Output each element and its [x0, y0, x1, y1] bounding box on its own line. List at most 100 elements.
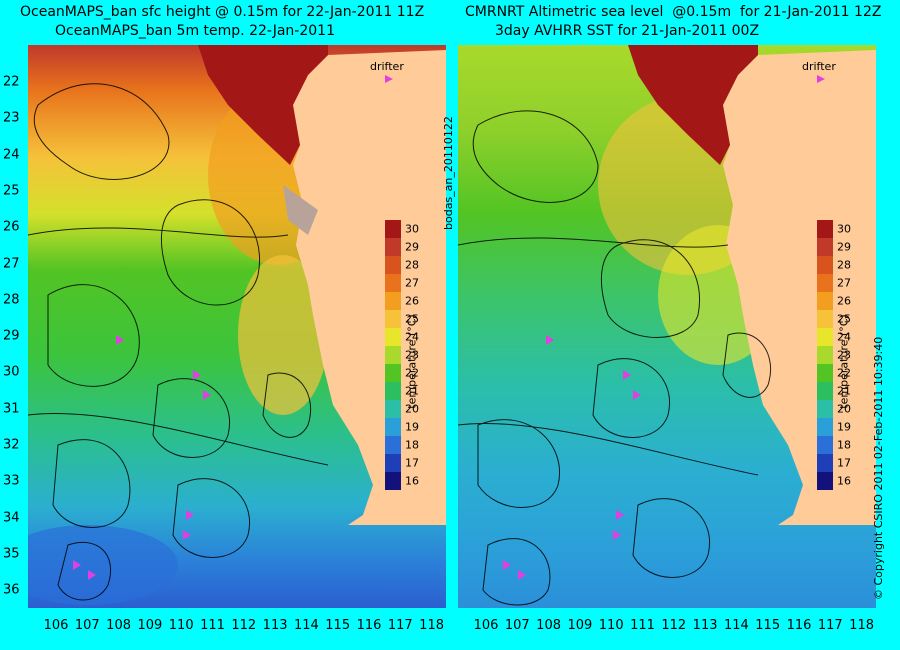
colorbar-swatch [817, 454, 833, 472]
colorbar-tick-label: 17 [405, 456, 419, 470]
colorbar-swatch [385, 436, 401, 454]
colorbar-tick-label: 23 [405, 348, 419, 362]
colorbar-swatch [817, 256, 833, 274]
longitude-label: 110 [598, 618, 624, 633]
right-map [458, 45, 876, 608]
drifter-legend-left: drifter [370, 60, 404, 73]
colorbar-swatch [385, 292, 401, 310]
colorbar-tick-label: 18 [837, 438, 851, 452]
colorbar-swatch [817, 400, 833, 418]
colorbar-swatch [385, 364, 401, 382]
colorbar-swatch [385, 274, 401, 292]
longitude-label: 118 [849, 618, 875, 633]
longitude-label: 118 [419, 618, 445, 633]
land [458, 45, 876, 608]
hot-land-surface [628, 45, 758, 165]
colorbar-tick-label: 19 [837, 420, 851, 434]
longitude-label: 116 [356, 618, 382, 633]
colorbar-tick-label: 19 [405, 420, 419, 434]
longitude-label: 117 [817, 618, 843, 633]
right-title-line2: 3day AVHRR SST for 21-Jan-2011 00Z [495, 23, 760, 39]
run-label: bodas_an_20110122 [442, 116, 455, 230]
latitude-label: 28 [3, 292, 20, 308]
longitude-label: 115 [325, 618, 351, 633]
right-title-line1: CMRNRT Altimetric sea level @0.15m for 2… [465, 4, 882, 20]
colorbar-swatch [385, 220, 401, 238]
latitude-label: 22 [3, 74, 20, 90]
longitude-label: 108 [536, 618, 562, 633]
left-map [28, 45, 446, 608]
longitude-label: 109 [137, 618, 163, 633]
colorbar-swatch [817, 436, 833, 454]
colorbar-tick-label: 28 [405, 258, 419, 272]
drifter-legend-arrow-right [817, 75, 825, 83]
longitude-label: 117 [387, 618, 413, 633]
colorbar-tick-label: 22 [405, 366, 419, 380]
colorbar-tick-label: 21 [837, 384, 851, 398]
colorbar-swatch [385, 454, 401, 472]
latitude-label: 27 [3, 256, 20, 271]
latitude-label: 31 [3, 401, 20, 417]
colorbar-tick-label: 30 [405, 222, 419, 236]
colorbar-tick-label: 30 [837, 222, 851, 236]
colorbar-swatch [817, 418, 833, 436]
longitude-label: 114 [723, 618, 749, 633]
drifter-tracks [503, 335, 641, 580]
colorbar-tick-label: 26 [837, 294, 851, 308]
latitude-label: 25 [3, 183, 20, 199]
colorbar-tick-label: 28 [837, 258, 851, 272]
colorbar-swatch [817, 364, 833, 382]
longitude-label: 107 [504, 618, 530, 633]
left-map-panel [28, 45, 446, 608]
longitude-label: 113 [692, 618, 718, 633]
colorbar-swatch [385, 310, 401, 328]
colorbar-tick-label: 17 [837, 456, 851, 470]
left-title-line2: OceanMAPS_ban 5m temp. 22-Jan-2011 [55, 23, 335, 39]
colorbar-tick-label: 29 [837, 240, 851, 254]
latitude-label: 33 [3, 473, 20, 489]
colorbar-swatch [817, 346, 833, 364]
land [28, 45, 446, 608]
latitude-label: 29 [3, 328, 20, 344]
right-map-panel [458, 45, 876, 608]
colorbar-swatch [385, 328, 401, 346]
drifter-legend-arrow-left [385, 75, 393, 83]
left-title-line1: OceanMAPS_ban sfc height @ 0.15m for 22-… [20, 4, 425, 20]
colorbar-swatch [817, 382, 833, 400]
colorbar-swatch [385, 418, 401, 436]
colorbar-swatch [385, 382, 401, 400]
colorbar-tick-label: 20 [405, 402, 419, 416]
longitude-label: 111 [630, 618, 655, 633]
longitude-label: 116 [786, 618, 812, 633]
colorbar-tick-label: 24 [837, 330, 851, 344]
longitude-label: 108 [106, 618, 132, 633]
latitude-label: 34 [3, 510, 20, 526]
colorbar-tick-label: 22 [837, 366, 851, 380]
copyright: © Copyright CSIRO 2011 02-Feb-2011 10:39… [872, 336, 885, 600]
latitude-axis: 22 23 24 25 26 27 28 29 30 31 32 33 34 35 36 [0, 45, 28, 608]
colorbar-tick-label: 25 [837, 312, 851, 326]
longitude-label: 106 [473, 618, 499, 633]
latitude-label: 30 [3, 364, 20, 380]
colorbar-swatch [817, 238, 833, 256]
colorbar-tick-label: 26 [405, 294, 419, 308]
colorbar-tick-label: 20 [837, 402, 851, 416]
right-colorbar [817, 220, 833, 490]
colorbar-swatch [385, 238, 401, 256]
longitude-label: 111 [200, 618, 225, 633]
longitude-label: 109 [567, 618, 593, 633]
latitude-label: 32 [3, 437, 20, 453]
colorbar-tick-label: 24 [405, 330, 419, 344]
latitude-label: 24 [3, 147, 20, 163]
colorbar-tick-label: 16 [837, 474, 851, 488]
latitude-label: 26 [3, 219, 20, 235]
longitude-label: 110 [168, 618, 194, 633]
colorbar-tick-label: 29 [405, 240, 419, 254]
colorbar-swatch [817, 328, 833, 346]
colorbar-swatch [817, 472, 833, 490]
colorbar-swatch [385, 256, 401, 274]
longitude-label: 115 [755, 618, 781, 633]
longitude-label: 114 [293, 618, 319, 633]
colorbar-tick-label: 21 [405, 384, 419, 398]
longitude-label: 107 [74, 618, 100, 633]
